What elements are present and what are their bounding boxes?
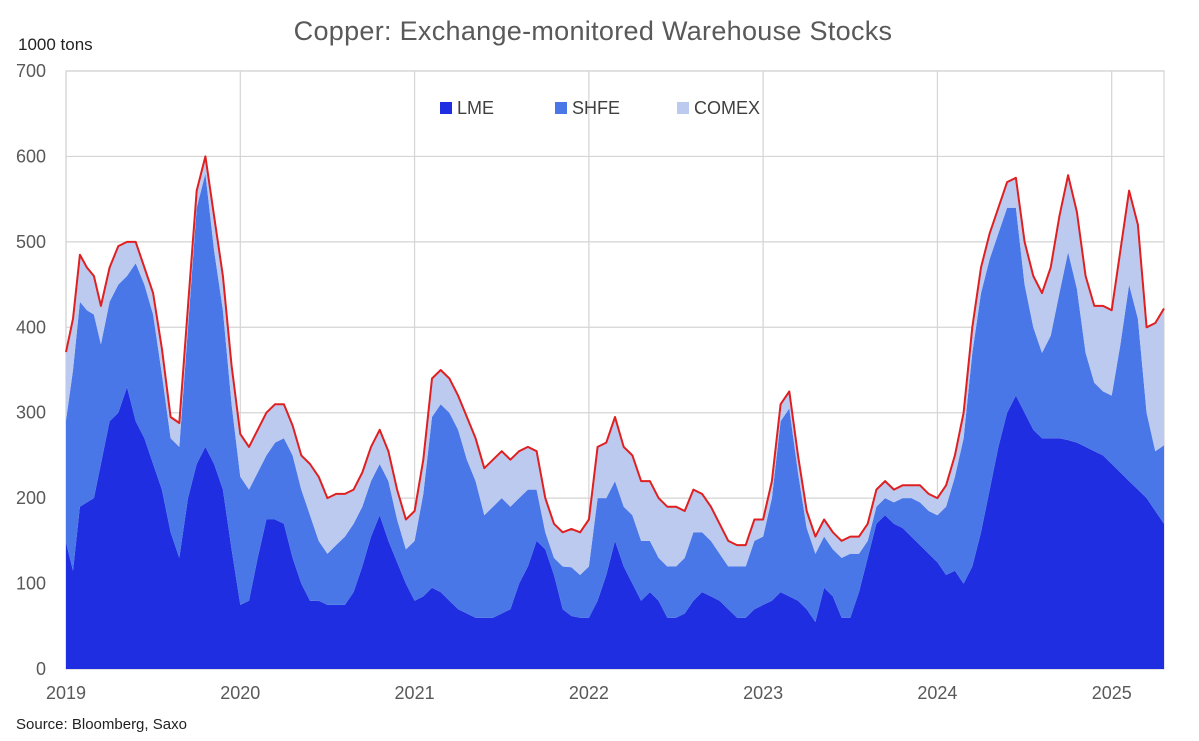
y-tick-label: 400: [16, 317, 46, 337]
x-tick-label: 2023: [743, 683, 783, 703]
x-tick-label: 2024: [917, 683, 957, 703]
legend-label-lme: LME: [457, 98, 494, 118]
x-tick-label: 2022: [569, 683, 609, 703]
y-tick-label: 200: [16, 488, 46, 508]
stacked-areas: [66, 156, 1164, 669]
total-line: [65, 155, 1165, 547]
legend: LME SHFE COMEX: [440, 98, 760, 118]
total-line-layer: [65, 155, 1165, 547]
x-tick-label: 2019: [46, 683, 86, 703]
legend-swatch-lme: [440, 102, 452, 114]
y-tick-label: 600: [16, 146, 46, 166]
x-tick-label: 2025: [1092, 683, 1132, 703]
legend-swatch-shfe: [555, 102, 567, 114]
x-tick-label: 2020: [220, 683, 260, 703]
chart-title: Copper: Exchange-monitored Warehouse Sto…: [294, 16, 893, 46]
legend-label-shfe: SHFE: [572, 98, 620, 118]
legend-label-comex: COMEX: [694, 98, 760, 118]
area-shfe: [66, 173, 1164, 622]
y-tick-label: 500: [16, 232, 46, 252]
y-tick-label: 700: [16, 61, 46, 81]
axes: 0 100 200 300 400 500 600 700 2019 2020 2021 2022 20…: [16, 61, 1132, 703]
y-tick-label: 100: [16, 574, 46, 594]
y-unit-label: 1000 tons: [18, 35, 93, 54]
y-tick-label: 0: [36, 659, 46, 679]
source-note: Source: Bloomberg, Saxo: [16, 716, 187, 733]
y-tick-label: 300: [16, 403, 46, 423]
x-tick-label: 2021: [395, 683, 435, 703]
area-lme: [66, 387, 1164, 669]
legend-swatch-comex: [677, 102, 689, 114]
